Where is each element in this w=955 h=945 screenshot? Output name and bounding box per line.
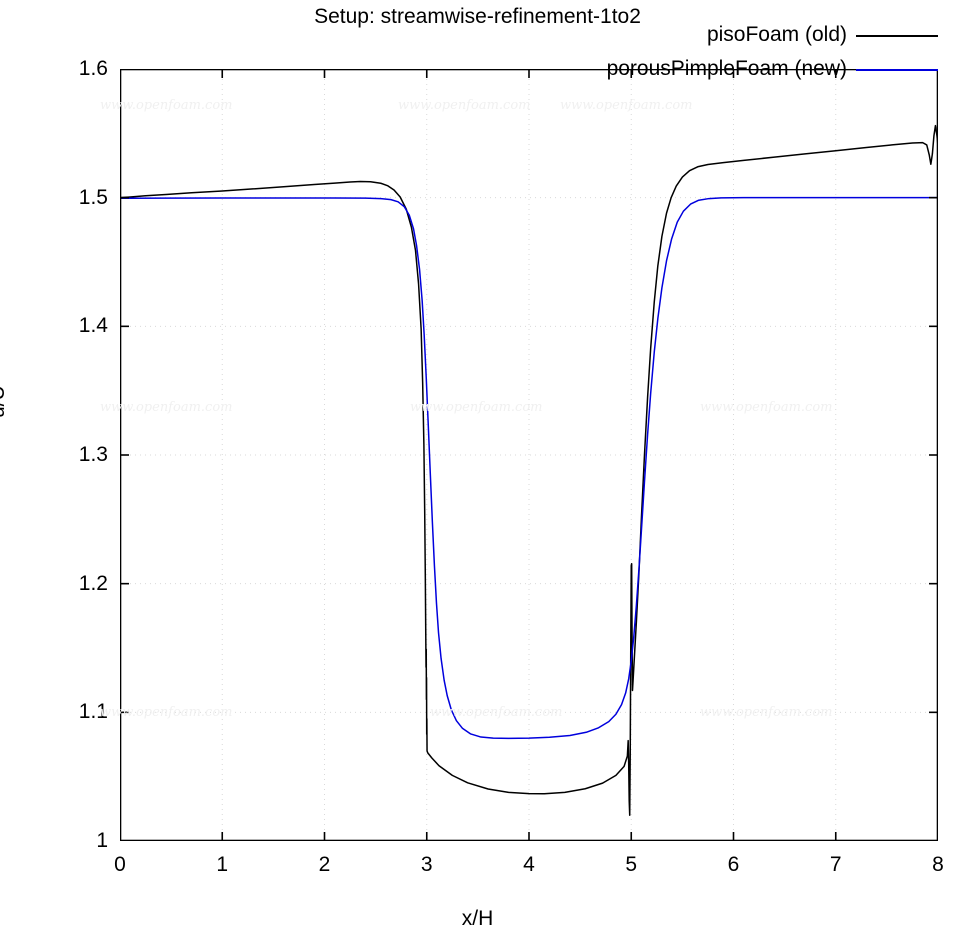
series-line-1 bbox=[120, 196, 938, 740]
y-axis-label: u/U bbox=[0, 385, 9, 418]
watermark-text: www.openfoam.com bbox=[700, 400, 833, 415]
x-tick-label: 8 bbox=[932, 853, 944, 876]
x-tick-label: 3 bbox=[420, 853, 433, 876]
y-tick-label: 1 bbox=[96, 829, 108, 852]
watermark-text: www.openfoam.com bbox=[100, 98, 233, 113]
legend-line-swatch bbox=[856, 35, 938, 37]
x-tick-label: 0 bbox=[114, 853, 126, 876]
watermark-text: www.openfoam.com bbox=[398, 98, 531, 113]
x-tick-label: 5 bbox=[625, 853, 638, 876]
series-line-0 bbox=[120, 124, 938, 817]
legend-label: pisoFoam (old) bbox=[706, 23, 847, 46]
x-tick-label: 2 bbox=[318, 853, 331, 876]
gridlines bbox=[120, 69, 938, 841]
x-tick-label: 6 bbox=[727, 853, 740, 876]
watermark-text: www.openfoam.com bbox=[560, 98, 693, 113]
y-tick-label: 1.6 bbox=[78, 57, 108, 80]
watermark-text: www.openfoam.com bbox=[410, 400, 543, 415]
x-tick-label: 4 bbox=[523, 853, 535, 876]
y-tick-label: 1.5 bbox=[78, 185, 108, 209]
y-tick-label: 1.3 bbox=[78, 443, 108, 466]
watermark-text: www.openfoam.com bbox=[700, 705, 833, 720]
legend-line-swatch bbox=[856, 69, 938, 71]
y-tick-label: 1.4 bbox=[78, 314, 108, 338]
legend-item: pisoFoam (old) bbox=[523, 20, 943, 50]
chart-legend: pisoFoam (old) porousPimpleFoam (new) bbox=[523, 20, 943, 90]
x-axis-label: x/H bbox=[461, 907, 494, 930]
x-tick-label: 7 bbox=[829, 853, 842, 876]
y-tick-label: 1.2 bbox=[78, 571, 108, 595]
data-curves bbox=[120, 124, 938, 817]
watermark-text: www.openfoam.com bbox=[100, 705, 233, 720]
chart-title: Setup: streamwise-refinement-1to2 bbox=[314, 5, 641, 28]
x-tick-label: 1 bbox=[216, 853, 229, 876]
plot-area bbox=[120, 69, 938, 841]
legend-label: porousPimpleFoam (new) bbox=[606, 57, 847, 80]
watermark-text: www.openfoam.com bbox=[430, 705, 563, 720]
plot-svg bbox=[120, 69, 938, 841]
watermark-text: www.openfoam.com bbox=[100, 400, 233, 415]
y-tick-label: 1.1 bbox=[78, 700, 108, 724]
axis-tick-marks bbox=[120, 69, 938, 841]
legend-item: porousPimpleFoam (new) bbox=[523, 54, 943, 84]
plot-border bbox=[120, 69, 938, 841]
